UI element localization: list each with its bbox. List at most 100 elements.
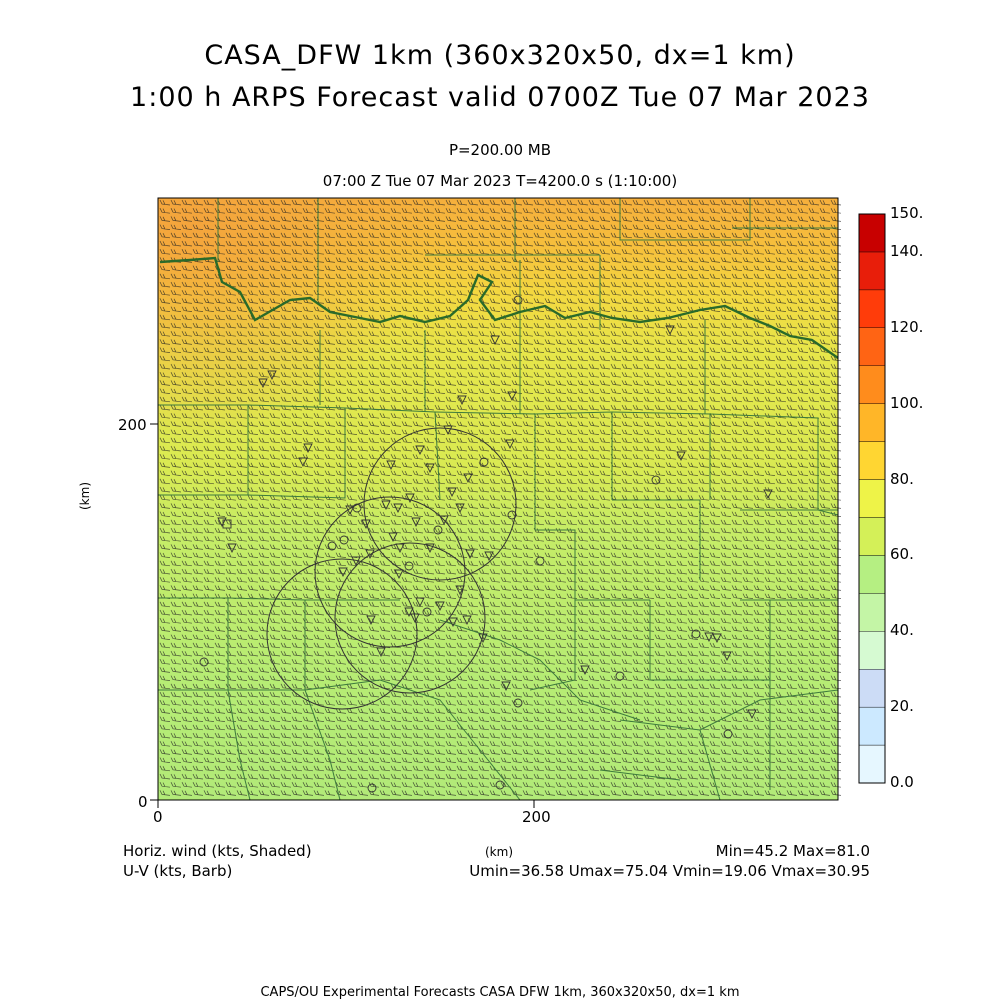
colorbar-bin bbox=[858, 517, 886, 556]
station-triangle bbox=[393, 503, 403, 514]
field-label: Horiz. wind (kts, Shaded) bbox=[123, 842, 312, 860]
station-circle bbox=[513, 295, 523, 305]
station-triangle bbox=[404, 607, 414, 618]
county-boundaries bbox=[158, 198, 839, 801]
radar-ring bbox=[314, 496, 466, 648]
x-axis bbox=[157, 800, 535, 808]
station-triangle bbox=[704, 632, 714, 643]
station-triangle bbox=[465, 549, 475, 560]
colorbar-bin bbox=[858, 403, 886, 442]
colorbar-bin bbox=[858, 593, 886, 632]
station-circle bbox=[422, 607, 432, 617]
colorbar-label: 60. bbox=[890, 545, 914, 564]
radar-ring bbox=[266, 558, 418, 710]
station-triangle bbox=[457, 395, 467, 406]
county-line bbox=[439, 619, 641, 721]
station-triangle bbox=[345, 505, 355, 516]
station-triangle bbox=[712, 633, 722, 644]
station-triangle bbox=[447, 487, 457, 498]
colorbar bbox=[858, 213, 886, 784]
colorbar-label: 20. bbox=[890, 697, 914, 716]
county-line bbox=[529, 600, 576, 691]
colorbar-bin bbox=[858, 251, 886, 291]
station-triangle bbox=[665, 325, 675, 336]
station-triangle bbox=[425, 463, 435, 474]
min-max-label: Min=45.2 Max=81.0 bbox=[715, 842, 870, 860]
radar-ring bbox=[363, 427, 517, 581]
colorbar-bin bbox=[858, 706, 886, 746]
uv-stats-label: Umin=36.58 Umax=75.04 Vmin=19.06 Vmax=30… bbox=[469, 862, 870, 880]
colorbar-bin bbox=[858, 479, 886, 518]
station-triangle bbox=[361, 519, 371, 530]
station-triangle bbox=[463, 473, 473, 484]
colorbar-bin bbox=[858, 669, 886, 708]
station-circle bbox=[691, 629, 701, 639]
station-triangle bbox=[303, 443, 313, 454]
colorbar-label: 80. bbox=[890, 469, 914, 488]
colorbar-bin bbox=[858, 631, 886, 670]
station-triangle bbox=[455, 503, 465, 514]
station-circle bbox=[495, 780, 505, 790]
station-triangle bbox=[405, 493, 415, 504]
station-triangle bbox=[395, 543, 405, 554]
county-line bbox=[158, 679, 381, 691]
county-line bbox=[709, 413, 819, 510]
chart-title: CASA_DFW 1km (360x320x50, dx=1 km) bbox=[204, 40, 796, 71]
station-triangle bbox=[478, 633, 488, 644]
x-axis-label: (km) bbox=[485, 845, 514, 859]
station-circle bbox=[479, 457, 489, 467]
county-line bbox=[612, 499, 701, 580]
station-triangle bbox=[455, 585, 465, 596]
county-line bbox=[817, 509, 839, 516]
station-circle bbox=[352, 503, 362, 513]
station-circle bbox=[535, 556, 545, 566]
station-circle bbox=[615, 671, 625, 681]
colorbar-bin bbox=[858, 327, 886, 366]
county-line bbox=[599, 769, 681, 781]
station-triangle bbox=[763, 489, 773, 500]
valid-time-label: 07:00 Z Tue 07 Mar 2023 T=4200.0 s (1:10… bbox=[322, 172, 678, 190]
station-triangle bbox=[425, 543, 435, 554]
x-tick-0: 0 bbox=[153, 808, 163, 826]
plot-area bbox=[157, 197, 842, 801]
station-circle bbox=[507, 510, 517, 520]
y-axis-label: (km) bbox=[78, 481, 92, 510]
x-tick-200: 200 bbox=[522, 808, 551, 826]
colorbar-bin bbox=[858, 365, 886, 404]
forecast-subtitle: 1:00 h ARPS Forecast valid 0700Z Tue 07 … bbox=[130, 82, 870, 113]
colorbar-bin bbox=[858, 744, 886, 784]
county-line bbox=[619, 198, 751, 241]
station-circle bbox=[651, 475, 661, 485]
station-triangle bbox=[298, 457, 308, 468]
radar-ring bbox=[334, 542, 486, 694]
wind-barbs bbox=[159, 199, 842, 796]
wind-barb-field bbox=[159, 199, 842, 796]
colorbar-label: 100. bbox=[890, 393, 924, 412]
station-triangle bbox=[227, 543, 237, 554]
colorbar-bin bbox=[858, 289, 886, 329]
station-circle bbox=[433, 525, 443, 535]
county-line bbox=[619, 689, 839, 731]
station-triangle bbox=[410, 613, 420, 624]
station-triangle bbox=[448, 617, 458, 628]
footer-credit: CAPS/OU Experimental Forecasts CASA DFW … bbox=[260, 985, 740, 1000]
radar-range-rings bbox=[266, 427, 517, 710]
station-triangle bbox=[217, 517, 227, 528]
colorbar-label: 120. bbox=[890, 317, 924, 336]
station-triangle bbox=[386, 460, 396, 471]
station-triangle bbox=[381, 500, 391, 511]
colorbar-bin bbox=[858, 441, 886, 480]
county-line bbox=[699, 729, 721, 801]
county-line bbox=[304, 689, 341, 801]
station-triangle bbox=[351, 556, 361, 567]
colorbar-label: 150. bbox=[890, 204, 924, 222]
station-square bbox=[222, 519, 232, 529]
station-triangle bbox=[388, 532, 398, 543]
station-triangle bbox=[505, 439, 515, 450]
station-triangle bbox=[366, 615, 376, 626]
county-line bbox=[227, 689, 251, 801]
station-circle bbox=[327, 541, 337, 551]
station-triangle bbox=[722, 651, 732, 662]
station-triangle bbox=[676, 451, 686, 462]
station-triangle bbox=[439, 515, 449, 526]
